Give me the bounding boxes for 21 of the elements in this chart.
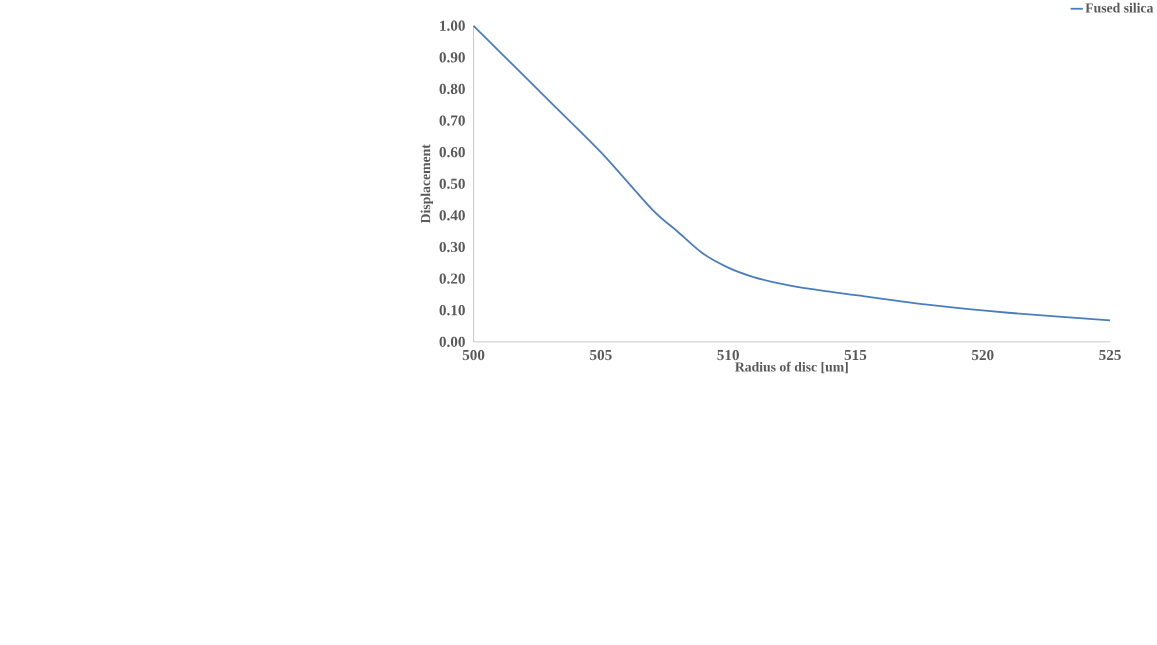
line-series	[472, 24, 1111, 322]
y-tick-label: 0.30	[439, 241, 465, 253]
x-tick-label: 515	[844, 349, 867, 360]
x-tick-label: 505	[590, 349, 612, 361]
y-tick-label: 0.80	[439, 83, 465, 94]
y-axis-title: Displacement	[420, 144, 434, 224]
x-tick-label: 510	[717, 349, 739, 361]
y-tick-label: 0.00	[439, 336, 465, 347]
y-tick-label: 0.10	[439, 304, 465, 316]
y-tick-label: 0.90	[439, 52, 465, 63]
y-tick-label: 0.40	[439, 210, 465, 221]
legend-label: Fused silica	[1085, 2, 1154, 13]
x-axis-title: Radius of disc [um]	[735, 361, 848, 374]
y-tick-label: 0.20	[439, 273, 465, 284]
x-tick-label: 520	[971, 349, 994, 361]
y-tick-label: 0.70	[439, 115, 465, 126]
x-tick-label: 525	[1099, 349, 1121, 360]
y-tick-label: 1.00	[440, 20, 465, 31]
y-tick-label: 0.60	[439, 146, 465, 158]
x-tick-label: 500	[462, 349, 485, 361]
y-tick-label: 0.50	[439, 178, 465, 189]
